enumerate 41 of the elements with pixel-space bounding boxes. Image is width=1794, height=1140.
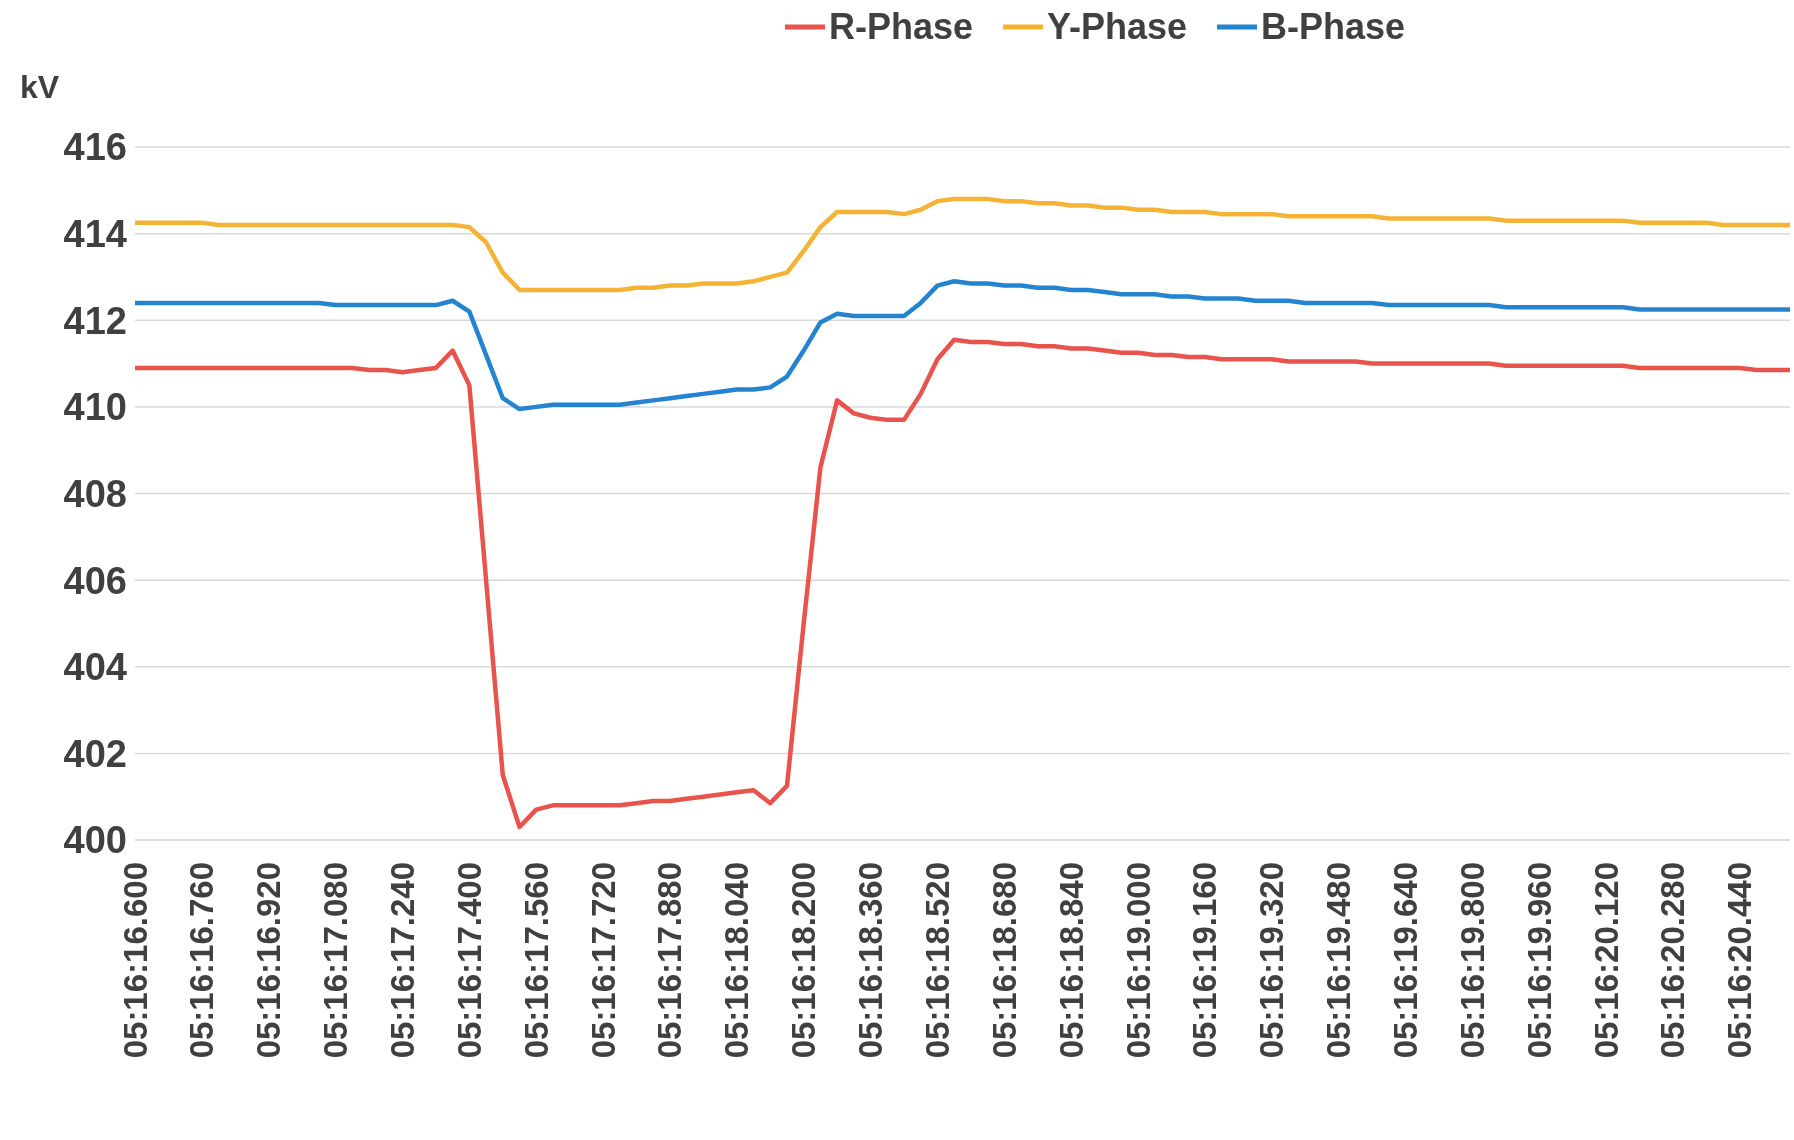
x-tick-label: 05:16:19.320 bbox=[1253, 862, 1291, 1059]
x-tick-label: 05:16:18.680 bbox=[985, 862, 1023, 1059]
x-tick-label: 05:16:17.400 bbox=[450, 862, 488, 1059]
x-tick-label: 05:16:20.120 bbox=[1587, 862, 1625, 1059]
y-tick-label: 400 bbox=[63, 819, 127, 862]
legend-label: B-Phase bbox=[1261, 6, 1406, 48]
x-tick-label: 05:16:19.960 bbox=[1520, 862, 1558, 1059]
y-tick-label: 412 bbox=[63, 299, 127, 342]
x-tick-label: 05:16:16.920 bbox=[250, 862, 288, 1059]
legend-label: Y-Phase bbox=[1046, 6, 1188, 48]
x-tick-label: 05:16:19.480 bbox=[1320, 862, 1358, 1059]
line-series bbox=[132, 337, 1793, 830]
x-tick-label: 05:16:17.560 bbox=[517, 862, 555, 1059]
y-tick-label: 416 bbox=[63, 126, 127, 169]
y-tick-label: 414 bbox=[63, 213, 127, 256]
x-tick-label: 05:16:18.520 bbox=[918, 862, 956, 1059]
x-tick-label: 05:16:19.640 bbox=[1387, 862, 1425, 1059]
x-tick-label: 05:16:17.880 bbox=[651, 862, 689, 1059]
x-tick-label: 05:16:19.800 bbox=[1453, 862, 1491, 1059]
x-tick-label: 05:16:18.360 bbox=[852, 862, 890, 1059]
x-tick-label: 05:16:17.720 bbox=[584, 862, 622, 1059]
y-tick-label: 402 bbox=[63, 732, 127, 775]
x-tick-label: 05:16:20.280 bbox=[1654, 862, 1692, 1059]
legend-label: R-Phase bbox=[828, 6, 973, 48]
y-axis-title: kV bbox=[20, 68, 60, 105]
x-tick-label: 05:16:18.840 bbox=[1052, 862, 1090, 1059]
x-tick-label: 05:16:20.440 bbox=[1721, 862, 1759, 1059]
x-tick-label: 05:16:16.760 bbox=[183, 862, 221, 1059]
x-tick-label: 05:16:17.080 bbox=[317, 862, 355, 1059]
x-tick-label: 05:16:17.240 bbox=[383, 862, 421, 1059]
y-tick-label: 408 bbox=[63, 472, 127, 515]
x-tick-label: 05:16:18.200 bbox=[785, 862, 823, 1059]
y-tick-label: 406 bbox=[63, 559, 127, 602]
line-series bbox=[132, 279, 1793, 412]
x-tick-label: 05:16:19.160 bbox=[1186, 862, 1224, 1059]
y-tick-label: 410 bbox=[63, 386, 127, 429]
x-tick-label: 05:16:19.000 bbox=[1119, 862, 1157, 1059]
x-tick-label: 05:16:16.600 bbox=[116, 862, 154, 1059]
x-tick-label: 05:16:18.040 bbox=[718, 862, 756, 1059]
line-series bbox=[132, 196, 1793, 293]
y-tick-label: 404 bbox=[63, 646, 127, 689]
